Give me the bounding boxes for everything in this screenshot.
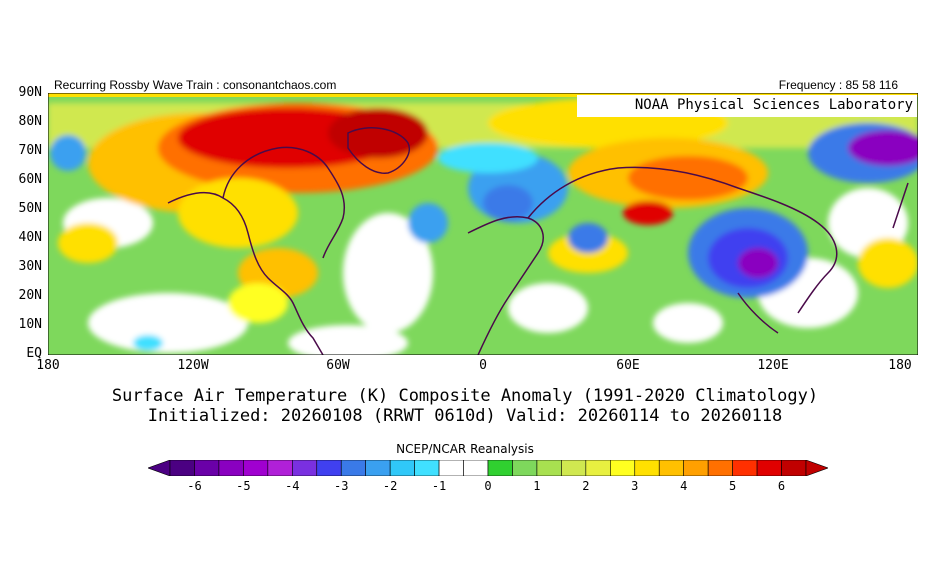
colorbar-swatch: [218, 460, 244, 476]
colorbar-swatch: [438, 460, 464, 476]
colorbar-swatch: [463, 460, 489, 476]
anomaly-map-svg: [48, 93, 918, 355]
colorbar-swatch: [169, 460, 195, 476]
colorbar-swatch: [365, 460, 391, 476]
lon-label: 180: [888, 358, 912, 373]
colorbar-tick-label: 5: [728, 479, 737, 493]
colorbar-tick-label: -2: [382, 479, 398, 493]
colorbar-tick-label: 0: [484, 479, 492, 493]
colorbar-swatch: [194, 460, 220, 476]
lat-label: 40N: [18, 230, 42, 245]
map-header-right: Frequency : 85 58 116: [778, 78, 898, 92]
colorbar-swatch: [512, 460, 538, 476]
colorbar-swatch: [536, 460, 562, 476]
colorbar-swatch: [634, 460, 660, 476]
colorbar-swatch: [487, 460, 513, 476]
colorbar-swatch: [316, 460, 342, 476]
colorbar-tick-label: -3: [333, 479, 349, 493]
colorbar-swatch: [585, 460, 611, 476]
lon-label: 60E: [616, 358, 640, 373]
colorbar-high-arrow: [805, 460, 828, 476]
colorbar-tick-label: -1: [431, 479, 447, 493]
colorbar-swatch: [658, 460, 684, 476]
colorbar-swatch: [243, 460, 269, 476]
pole-band: [48, 93, 918, 97]
attribution-box: NOAA Physical Sciences Laboratory: [577, 95, 917, 117]
map-title-line-2: Initialized: 20260108 (RRWT 0610d) Valid…: [147, 406, 783, 426]
lat-label: 90N: [18, 85, 42, 100]
colorbar-tick-label: -4: [285, 479, 300, 493]
colorbar-low-arrow: [148, 460, 171, 476]
lat-label: 70N: [18, 143, 42, 158]
colorbar-swatch: [732, 460, 758, 476]
lon-label: 0: [479, 358, 487, 373]
lat-label: EQ: [26, 346, 42, 361]
lon-label: 120W: [177, 358, 209, 373]
colorbar-tick-label: 4: [680, 479, 688, 493]
colorbar-swatch: [781, 460, 807, 476]
colorbar-tick-label: 1: [533, 479, 541, 493]
anomaly-map: [48, 93, 918, 355]
lat-label: 10N: [18, 317, 42, 332]
colorbar-swatch: [389, 460, 415, 476]
lat-label: 50N: [18, 201, 42, 216]
data-source-label: NCEP/NCAR Reanalysis: [396, 442, 534, 456]
lon-label: 180: [36, 358, 60, 373]
colorbar-swatch: [414, 460, 440, 476]
color-scale-bar: [148, 460, 828, 476]
lon-label: 60W: [326, 358, 350, 373]
map-header-left: Recurring Rossby Wave Train : consonantc…: [54, 78, 337, 92]
colorbar-swatch: [610, 460, 636, 476]
colorbar-tick-label: 2: [582, 479, 590, 493]
colorbar-swatch: [756, 460, 782, 476]
lat-label: 30N: [18, 259, 42, 274]
lat-label: 80N: [18, 114, 42, 129]
colorbar-swatch: [267, 460, 293, 476]
colorbar-swatch: [683, 460, 709, 476]
lat-label: 20N: [18, 288, 42, 303]
colorbar-tick-label: -6: [187, 479, 202, 493]
colorbar-swatch: [707, 460, 733, 476]
coastlines: [167, 127, 909, 355]
colorbar-swatch: [292, 460, 318, 476]
lon-label: 120E: [757, 358, 789, 373]
colorbar-swatch: [340, 460, 366, 476]
colorbar-swatch: [561, 460, 587, 476]
colorbar-tick-label: -5: [236, 479, 251, 493]
colorbar-tick-label: 6: [777, 479, 786, 493]
attribution-label: NOAA Physical Sciences Laboratory: [634, 97, 913, 113]
map-title-line-1: Surface Air Temperature (K) Composite An…: [111, 386, 819, 406]
lat-label: 60N: [18, 172, 42, 187]
colorbar-tick-label: 3: [631, 479, 639, 493]
